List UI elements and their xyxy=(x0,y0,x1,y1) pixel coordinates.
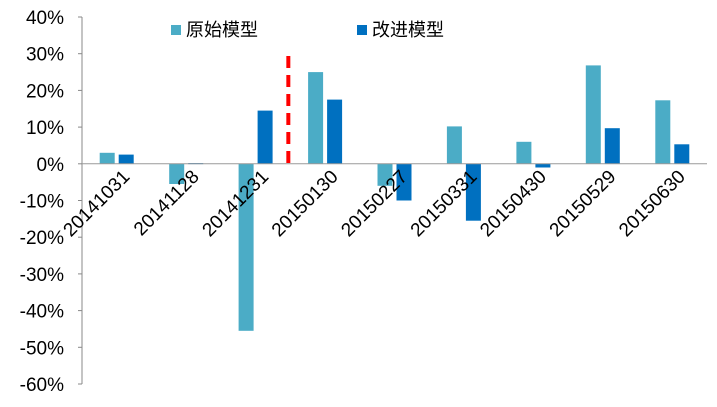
bar-original-model xyxy=(655,100,671,164)
x-category-label: 20150130 xyxy=(268,166,343,241)
x-category-label: 20150630 xyxy=(615,166,690,241)
x-category-label: 20150529 xyxy=(546,166,621,241)
bar-improved-model xyxy=(604,128,620,164)
bar-improved-model xyxy=(327,99,343,164)
y-tick-label: -30% xyxy=(20,265,64,286)
y-tick-label: 20% xyxy=(26,81,64,102)
x-category-label: 20150430 xyxy=(476,166,551,241)
bars xyxy=(99,65,690,331)
y-tick-label: -20% xyxy=(20,228,64,249)
x-category-label: 20150227 xyxy=(337,166,412,241)
legend-swatch xyxy=(171,25,181,35)
x-category-label: 20141231 xyxy=(199,166,274,241)
y-tick-label: 30% xyxy=(26,45,64,66)
legend: 原始模型 改进模型 xyxy=(171,20,444,40)
bar-original-model xyxy=(516,141,532,164)
legend-swatch xyxy=(357,25,367,35)
y-tick-label: -40% xyxy=(20,302,64,323)
bar-original-model xyxy=(585,65,601,164)
bar-improved-model xyxy=(118,154,134,164)
y-tick-label: 0% xyxy=(37,155,65,176)
y-tick-label: 40% xyxy=(26,8,64,29)
bar-original-model xyxy=(99,152,115,164)
legend-label: 改进模型 xyxy=(372,20,444,40)
bar-improved-model xyxy=(465,163,481,221)
y-axis: 40% 30% 20% 10% 0% -10% -20% -30% -40% -50% -60% xyxy=(20,8,83,396)
y-tick-label: -60% xyxy=(20,375,64,396)
x-axis-labels: 2014103120141128201412312015013020150227… xyxy=(60,166,690,241)
bar-improved-model xyxy=(674,144,690,164)
x-category-label: 20141128 xyxy=(130,166,204,240)
y-tick-label: -50% xyxy=(20,338,64,359)
bar-original-model xyxy=(377,163,393,186)
y-tick-label: 10% xyxy=(26,118,64,139)
bar-improved-model xyxy=(535,163,551,168)
x-category-label: 20141031 xyxy=(60,166,135,241)
legend-label: 原始模型 xyxy=(186,20,258,40)
bar-original-model xyxy=(169,163,185,184)
bar-original-model xyxy=(308,72,324,164)
bar-improved-model xyxy=(396,163,412,201)
bar-improved-model xyxy=(257,110,273,164)
bar-original-model xyxy=(446,126,462,164)
y-tick-label: -10% xyxy=(20,192,64,213)
bar-original-model xyxy=(238,163,254,331)
